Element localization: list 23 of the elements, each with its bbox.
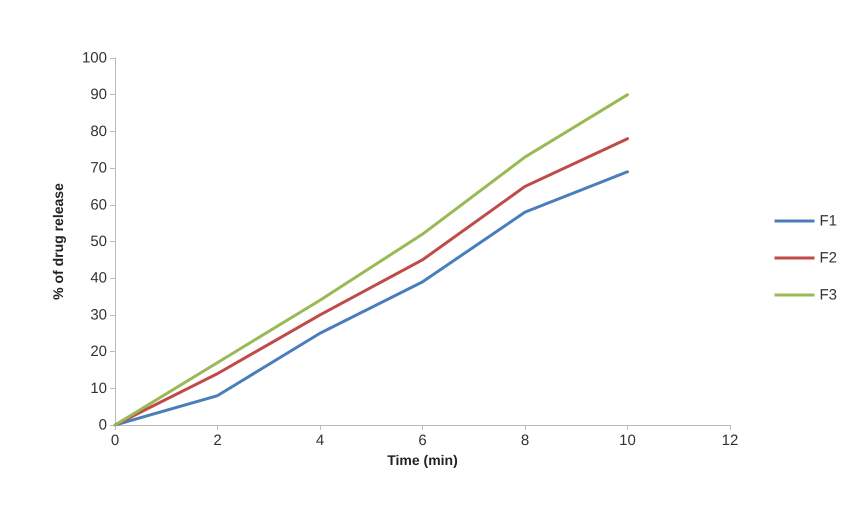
- legend-label: F1: [819, 212, 838, 230]
- x-tick-label: 8: [520, 432, 530, 449]
- y-tick-label: 100: [82, 50, 107, 66]
- x-tick-label: 4: [316, 432, 324, 449]
- y-axis-title: % of drug release: [50, 182, 66, 300]
- y-tick-label: 30: [90, 306, 107, 324]
- x-tick-label: 12: [722, 432, 738, 449]
- y-tick-label: 50: [90, 233, 107, 250]
- legend-label: F3: [819, 286, 838, 304]
- y-tick-label: 60: [90, 196, 107, 214]
- legend-label: F2: [819, 250, 838, 266]
- x-tick-label: 10: [619, 432, 636, 449]
- y-tick-label: 0: [98, 416, 107, 434]
- y-tick-label: 90: [90, 86, 107, 104]
- x-tick-label: 0: [110, 432, 120, 449]
- y-tick-label: 40: [90, 270, 107, 287]
- x-axis-title: Time (min): [387, 452, 458, 468]
- x-tick-label: 2: [213, 432, 222, 449]
- y-tick-label: 80: [90, 122, 107, 140]
- x-tick-label: 6: [418, 432, 427, 449]
- y-tick-label: 70: [90, 160, 107, 177]
- y-tick-label: 20: [90, 343, 107, 360]
- y-tick-label: 10: [90, 380, 107, 397]
